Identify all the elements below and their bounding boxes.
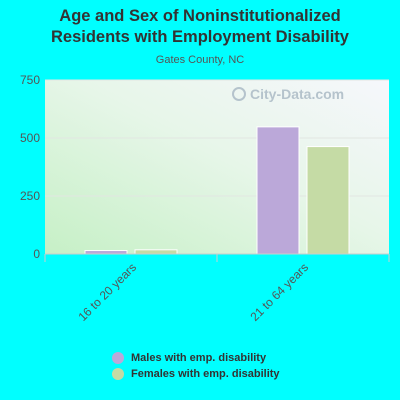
chart-title: Age and Sex of Noninstitutionalized Resi… <box>51 7 349 46</box>
x-tick-label: 21 to 64 years <box>247 260 311 324</box>
bar-males-1[interactable] <box>256 126 300 255</box>
legend-swatch-females <box>112 368 124 380</box>
legend-label-females: Females with emp. disability <box>131 368 280 380</box>
legend: Males with emp. disability Females with … <box>112 350 280 382</box>
y-tick-label: 0 <box>33 247 40 261</box>
y-tick-label: 500 <box>20 131 40 145</box>
bar-males-0[interactable] <box>84 250 128 255</box>
legend-swatch-males <box>112 352 124 364</box>
magnifier-icon <box>232 87 246 101</box>
watermark-text: City-Data.com <box>250 86 345 102</box>
bar-females-1[interactable] <box>306 146 350 255</box>
chart-subtitle: Gates County, NC <box>155 54 245 66</box>
watermark: City-Data.com <box>232 86 344 102</box>
legend-label-males: Males with emp. disability <box>131 352 267 364</box>
legend-item-females[interactable]: Females with emp. disability <box>112 366 280 382</box>
x-tick-label: 16 to 20 years <box>75 260 139 324</box>
y-tick-label: 750 <box>20 73 40 87</box>
legend-item-males[interactable]: Males with emp. disability <box>112 350 280 366</box>
bar-females-0[interactable] <box>134 249 178 255</box>
y-tick-label: 250 <box>20 189 40 203</box>
